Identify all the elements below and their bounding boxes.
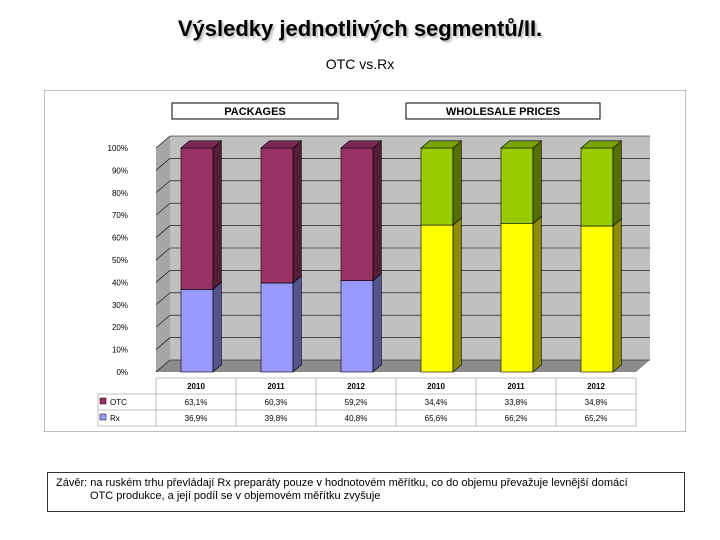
legend-key-otc <box>99 397 107 405</box>
bar-segment-otc <box>580 147 614 227</box>
y-tick-label: 50% <box>112 256 128 265</box>
bar-side-otc <box>452 140 462 226</box>
bar-top-otc <box>180 140 223 149</box>
bar-segment-otc <box>500 147 534 225</box>
table-value-rx: 36,9% <box>185 414 208 423</box>
gridline <box>155 202 650 216</box>
bar-top-otc <box>580 140 623 149</box>
bar-segment-otc <box>180 147 214 290</box>
legend-key-rx <box>99 413 107 421</box>
gridline <box>155 180 650 194</box>
legend-label-otc: OTC <box>110 398 127 407</box>
bar-segment-otc <box>260 147 294 284</box>
bar-top-otc <box>500 140 543 149</box>
y-tick-label: 80% <box>112 189 128 198</box>
conclusion-line-2: OTC produkce, a její podíl se v objemové… <box>90 490 381 502</box>
bar-segment-rx <box>260 282 294 373</box>
y-tick-label: 30% <box>112 301 128 310</box>
bar-side-otc <box>372 140 382 282</box>
y-tick-label: 60% <box>112 234 128 243</box>
y-tick-label: 0% <box>116 368 128 377</box>
bar-top-otc <box>420 140 463 149</box>
group-label-box <box>405 102 601 120</box>
bar-side-rx <box>452 217 462 373</box>
table-header-year: 2010 <box>427 382 445 391</box>
bar-top-otc <box>260 140 303 149</box>
y-tick-label: 20% <box>112 323 128 332</box>
table-header-year: 2011 <box>267 382 285 391</box>
y-tick-label: 90% <box>112 166 128 175</box>
bar-segment-rx <box>500 223 534 373</box>
conclusion-box: Závěr: na ruském trhu převládají Rx prep… <box>47 472 685 512</box>
gridline <box>155 270 650 283</box>
y-tick-label: 10% <box>112 346 128 355</box>
table-value-otc: 33,8% <box>505 398 528 407</box>
table-value-otc: 34,8% <box>585 398 608 407</box>
bar-side-rx <box>532 215 542 373</box>
bar-segment-otc <box>340 147 374 281</box>
table-value-otc: 59,2% <box>345 398 368 407</box>
gridline <box>155 292 650 306</box>
bar-segment-rx <box>340 280 374 373</box>
gridline <box>155 135 650 149</box>
conclusion-line-1: Závěr: na ruském trhu převládají Rx prep… <box>56 477 628 489</box>
otc-rx-chart: PACKAGES WHOLESALE PRICES 0% 10% 20% 30% 40%… <box>44 90 686 432</box>
slide-title: Výsledky jednotlivých segmentů/II. <box>177 16 543 41</box>
bar-segment-otc <box>420 147 454 226</box>
bar-segment-rx <box>180 289 214 373</box>
bar-side-otc <box>612 140 622 227</box>
bar-side-otc <box>212 140 222 290</box>
table-header-year: 2010 <box>187 382 205 391</box>
table-value-otc: 34,4% <box>425 398 448 407</box>
legend-label-rx: Rx <box>110 414 120 423</box>
y-tick-label: 70% <box>112 211 128 220</box>
plot-floor <box>156 360 650 372</box>
table-value-rx: 65,6% <box>425 414 448 423</box>
bar-top-otc <box>340 140 383 149</box>
y-tick-label: 100% <box>108 144 128 153</box>
bar-side-rx <box>612 218 622 373</box>
bar-segment-rx <box>420 224 454 373</box>
table-value-rx: 65,2% <box>585 414 608 423</box>
group-label-packages: PACKAGES <box>224 106 286 118</box>
slide-subtitle: OTC vs.Rx <box>325 56 395 72</box>
bar-side-otc <box>292 140 302 284</box>
gridline <box>155 225 650 238</box>
table-header-year: 2012 <box>587 382 605 391</box>
table-header-year: 2011 <box>507 382 525 391</box>
bar-side-rx <box>372 272 382 373</box>
gridline <box>155 314 650 328</box>
table-value-rx: 66,2% <box>505 414 528 423</box>
bar-side-rx <box>212 281 222 373</box>
bar-segment-rx <box>580 225 614 373</box>
table-value-otc: 60,3% <box>265 398 288 407</box>
table-value-otc: 63,1% <box>185 398 208 407</box>
gridline <box>155 158 650 171</box>
table-value-rx: 40,8% <box>345 414 368 423</box>
table-value-rx: 39,8% <box>265 414 288 423</box>
gridline <box>155 247 650 261</box>
bar-side-otc <box>532 140 542 225</box>
y-tick-label: 40% <box>112 278 128 287</box>
table-header-year: 2012 <box>347 382 365 391</box>
group-label-box <box>171 102 339 120</box>
bar-side-rx <box>292 275 302 373</box>
gridline <box>155 337 650 350</box>
group-label-wholesale-prices: WHOLESALE PRICES <box>446 106 560 118</box>
gridline <box>155 359 650 373</box>
